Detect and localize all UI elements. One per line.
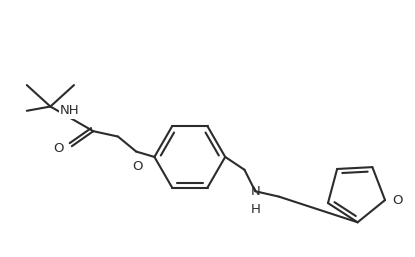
Text: O: O xyxy=(132,160,142,173)
Text: O: O xyxy=(53,142,63,155)
Text: N: N xyxy=(250,185,260,198)
Text: O: O xyxy=(393,194,403,207)
Text: H: H xyxy=(250,203,260,216)
Text: NH: NH xyxy=(60,104,80,117)
